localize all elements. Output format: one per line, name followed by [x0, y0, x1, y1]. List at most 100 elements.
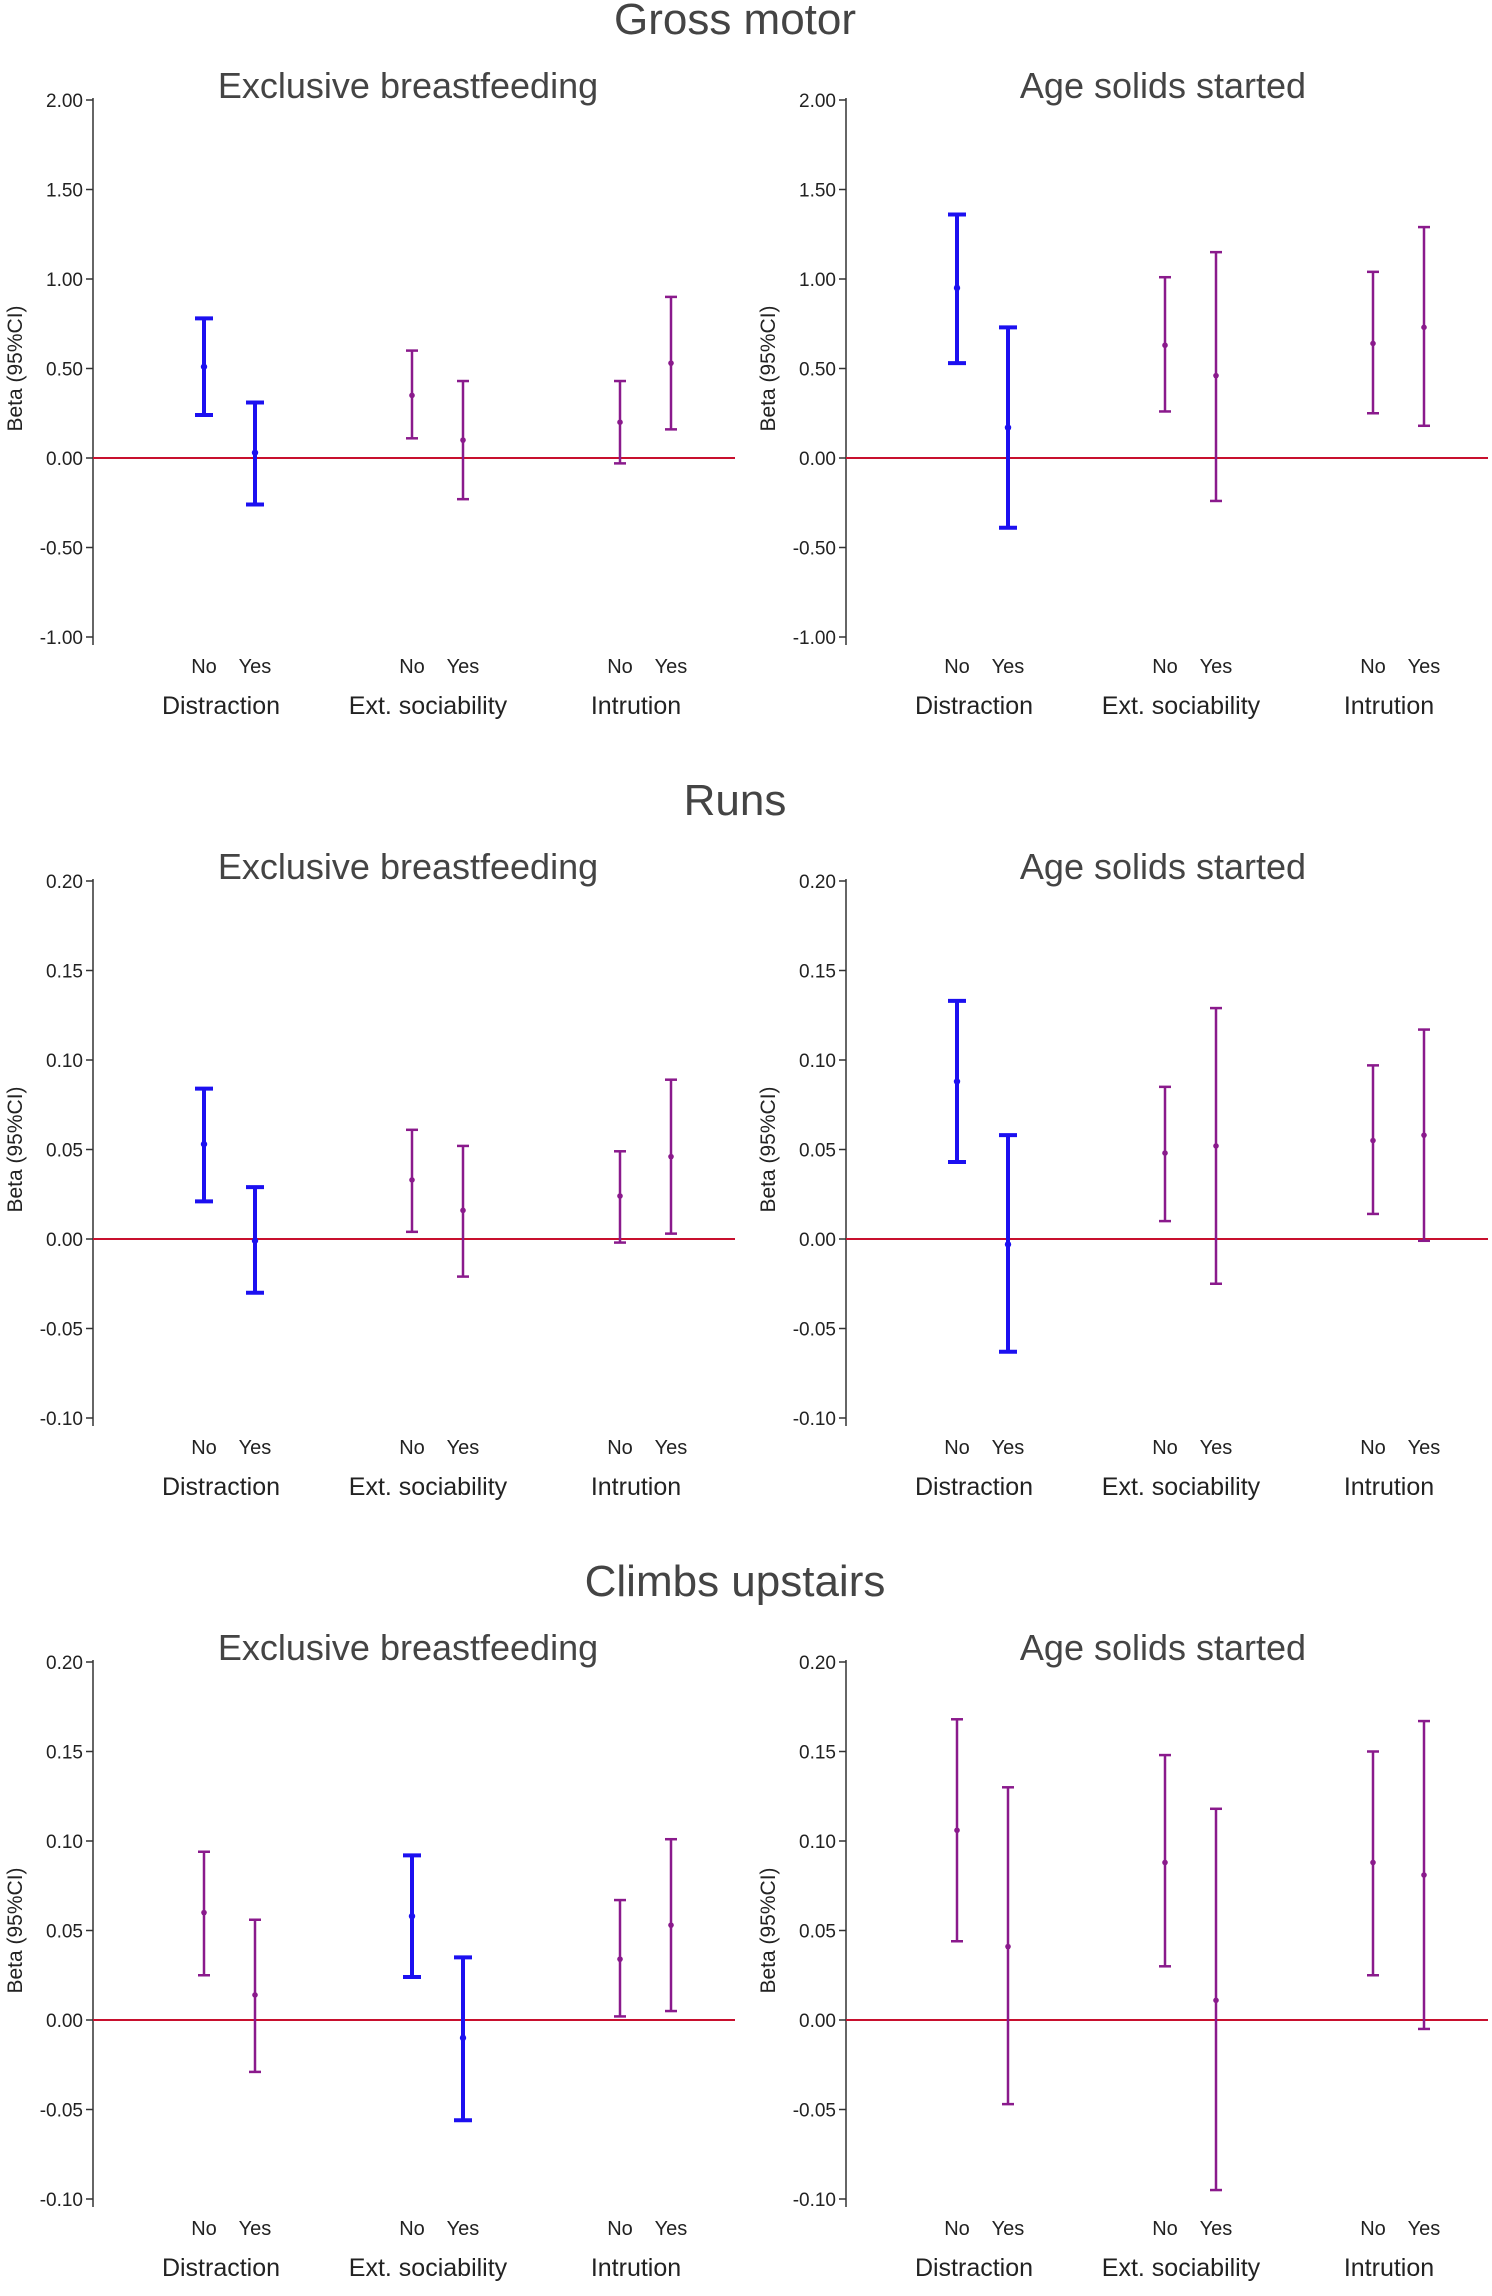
category-label: Yes — [239, 2218, 272, 2240]
point-estimate — [1421, 1132, 1427, 1138]
y-tick-label: -0.05 — [793, 1320, 836, 1341]
point-estimate — [200, 363, 208, 370]
category-label: No — [1152, 656, 1178, 678]
point-estimate — [1421, 324, 1427, 331]
y-tick-label: 2.00 — [799, 91, 836, 112]
y-tick-label: 0.00 — [799, 449, 836, 470]
y-tick-label: 0.10 — [799, 1051, 836, 1072]
category-label: No — [191, 1437, 217, 1459]
category-label: Yes — [1200, 2218, 1233, 2240]
y-tick-label: 0.05 — [799, 1922, 836, 1943]
group-label: Distraction — [162, 1473, 280, 1501]
point-estimate — [617, 1956, 623, 1962]
category-label: No — [1152, 2218, 1178, 2240]
group-label: Intrution — [1344, 1473, 1434, 1501]
group-label: Intrution — [591, 2254, 681, 2282]
category-label: Yes — [655, 1437, 688, 1459]
point-estimate — [1004, 1241, 1012, 1248]
category-label: No — [1360, 656, 1386, 678]
category-label: Yes — [1408, 1437, 1441, 1459]
point-estimate — [1162, 1859, 1168, 1866]
point-estimate — [460, 1207, 466, 1214]
panel-title: Age solids started — [1020, 846, 1306, 887]
point-estimate — [1162, 342, 1168, 349]
category-label: Yes — [1200, 656, 1233, 678]
point-estimate — [460, 437, 466, 443]
group-label: Intrution — [1344, 692, 1434, 720]
point-estimate — [408, 1912, 416, 1920]
y-tick-label: 0.10 — [46, 1051, 83, 1072]
point-estimate — [409, 1177, 415, 1183]
y-tick-label: -0.05 — [793, 2101, 836, 2122]
y-tick-label: -0.10 — [793, 2190, 836, 2211]
category-label: Yes — [992, 1437, 1025, 1459]
category-label: No — [191, 2218, 217, 2240]
point-estimate — [201, 1909, 207, 1916]
group-label: Ext. sociability — [349, 2254, 508, 2282]
point-estimate — [1421, 1872, 1427, 1878]
group-label: Distraction — [162, 692, 280, 720]
point-estimate — [668, 1922, 674, 1928]
group-label: Ext. sociability — [1102, 1473, 1261, 1501]
point-estimate — [200, 1140, 208, 1148]
y-tick-label: 0.15 — [799, 1743, 836, 1764]
point-estimate — [251, 1237, 259, 1244]
y-tick-label: 0.20 — [799, 872, 836, 893]
y-tick-label: -1.00 — [793, 628, 836, 649]
group-label: Ext. sociability — [349, 1473, 508, 1501]
category-label: Yes — [239, 656, 272, 678]
y-tick-label: 2.00 — [46, 91, 83, 112]
point-estimate — [953, 284, 961, 292]
point-estimate — [1213, 1143, 1219, 1149]
y-tick-label: 0.20 — [46, 1653, 83, 1674]
y-tick-label: 0.00 — [46, 449, 83, 470]
y-tick-label: 0.15 — [46, 962, 83, 983]
y-axis-label: Beta (95%CI) — [757, 305, 780, 431]
category-label: No — [607, 2218, 633, 2240]
category-label: Yes — [992, 656, 1025, 678]
section-title: Runs — [684, 776, 787, 825]
category-label: Yes — [447, 2218, 480, 2240]
y-tick-label: 0.20 — [46, 872, 83, 893]
y-tick-label: 0.15 — [799, 962, 836, 983]
point-estimate — [252, 1992, 258, 1998]
panel-title: Exclusive breastfeeding — [218, 65, 598, 106]
category-label: No — [1152, 1437, 1178, 1459]
y-tick-label: -0.50 — [40, 539, 83, 560]
y-axis-label: Beta (95%CI) — [757, 1086, 780, 1212]
panel-title: Exclusive breastfeeding — [218, 846, 598, 887]
y-tick-label: 0.00 — [799, 2011, 836, 2032]
y-axis-label: Beta (95%CI) — [4, 305, 27, 431]
category-label: No — [607, 1437, 633, 1459]
y-axis-label: Beta (95%CI) — [4, 1867, 27, 1993]
point-estimate — [1213, 372, 1219, 379]
point-estimate — [1004, 424, 1012, 431]
category-label: Yes — [239, 1437, 272, 1459]
group-label: Ext. sociability — [1102, 692, 1261, 720]
group-label: Intrution — [1344, 2254, 1434, 2282]
section-title: Gross motor — [614, 0, 856, 44]
category-label: Yes — [655, 656, 688, 678]
category-label: Yes — [447, 656, 480, 678]
point-estimate — [617, 1193, 623, 1199]
category-label: Yes — [447, 1437, 480, 1459]
category-label: No — [944, 656, 970, 678]
point-estimate — [668, 1153, 674, 1160]
y-tick-label: -0.10 — [40, 2190, 83, 2211]
category-label: Yes — [1408, 656, 1441, 678]
category-label: No — [399, 2218, 425, 2240]
point-estimate — [1005, 1943, 1011, 1950]
category-label: Yes — [1200, 1437, 1233, 1459]
y-tick-label: 0.50 — [799, 360, 836, 381]
y-tick-label: 0.05 — [46, 1141, 83, 1162]
point-estimate — [1370, 1137, 1376, 1144]
y-tick-label: -1.00 — [40, 628, 83, 649]
y-tick-label: -0.50 — [793, 539, 836, 560]
group-label: Ext. sociability — [349, 692, 508, 720]
category-label: No — [1360, 2218, 1386, 2240]
y-tick-label: -0.10 — [793, 1409, 836, 1430]
category-label: No — [944, 2218, 970, 2240]
y-tick-label: 1.00 — [46, 270, 83, 291]
group-label: Ext. sociability — [1102, 2254, 1261, 2282]
point-estimate — [954, 1827, 960, 1834]
